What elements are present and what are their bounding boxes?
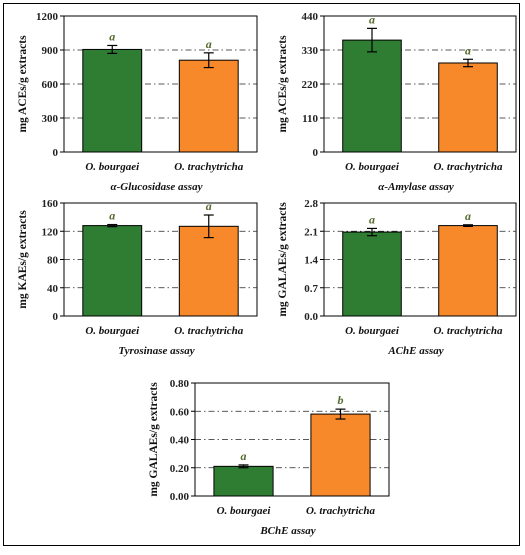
bar xyxy=(82,48,143,153)
x-axis-title: Tyrosinase assay xyxy=(118,345,194,357)
y-axis-label: mg GALAEs/g extracts xyxy=(148,382,160,497)
bar xyxy=(213,465,274,497)
y-tick-label: 40 xyxy=(47,283,59,295)
y-tick-label: 80 xyxy=(47,255,59,267)
bar xyxy=(438,62,498,153)
y-axis-label: mg KAEs/g extracts xyxy=(17,210,29,309)
significance-letter: a xyxy=(109,29,115,43)
y-tick-label: 0 xyxy=(53,147,59,159)
y-tick-label: 2.1 xyxy=(304,226,318,238)
category-label: O. trachytricha xyxy=(174,161,244,173)
significance-letter: a xyxy=(206,37,212,51)
x-axis-title: AChE assay xyxy=(387,345,443,357)
significance-letter: a xyxy=(241,449,247,463)
y-axis-label: mg GALAEs/g extracts xyxy=(277,202,289,317)
category-label: O. trachytricha xyxy=(433,161,503,173)
significance-letter: a xyxy=(109,209,115,223)
chart-ache: 0.0 0.7 1.4 2.1 2.8 mg GALAEs/g extracts a O. b… xyxy=(277,198,517,357)
y-tick-label: 0.0 xyxy=(304,311,318,323)
category-label: O. trachytricha xyxy=(306,505,376,517)
chart-tyrosinase: 0 40 80 120 160 mg KAEs/g extracts a O. bourgae… xyxy=(0,0,262,375)
y-tick-label: 600 xyxy=(42,79,59,91)
y-tick-label: 0 xyxy=(53,311,59,323)
chart-svg: 0 110 220 330 440 mg ACEs/g extracts a O. bourg… xyxy=(277,11,517,193)
chart-svg: 0.0 0.7 1.4 2.1 2.8 mg GALAEs/g extracts a O. b… xyxy=(277,198,517,357)
category-label: O. bourgaei xyxy=(217,505,272,517)
bar xyxy=(310,413,371,497)
x-axis-title: α-Amylase assay xyxy=(378,181,454,193)
category-label: O. trachytricha xyxy=(433,325,503,337)
bar xyxy=(342,39,402,153)
y-tick-label: 120 xyxy=(42,226,59,238)
y-tick-label: 1.4 xyxy=(304,255,318,267)
bar xyxy=(342,231,402,317)
significance-letter: b xyxy=(338,393,344,407)
y-tick-label: 900 xyxy=(42,45,59,57)
y-tick-label: 1200 xyxy=(36,11,59,23)
y-axis-label: mg ACEs/g extracts xyxy=(17,35,29,133)
category-label: O. trachytricha xyxy=(174,325,244,337)
significance-letter: a xyxy=(465,209,471,223)
y-tick-label: 0.60 xyxy=(170,406,190,418)
chart-alpha-glucosidase: 0 300 600 900 1200 mg ACEs/g extracts a O. bour… xyxy=(0,0,262,195)
y-tick-label: 160 xyxy=(42,198,59,210)
category-label: O. bourgaei xyxy=(345,161,400,173)
y-tick-label: 2.8 xyxy=(304,198,318,210)
chart-alpha-amylase: 0 110 220 330 440 mg ACEs/g extracts a O. bourg… xyxy=(0,0,525,195)
bar xyxy=(438,225,498,317)
y-axis-label: mg ACEs/g extracts xyxy=(277,35,289,133)
x-axis-title: α-Glucosidase assay xyxy=(111,181,203,193)
x-axis-title: BChE assay xyxy=(259,525,315,537)
significance-letter: a xyxy=(369,212,375,226)
y-tick-label: 110 xyxy=(302,113,318,125)
chart-svg: 0 300 600 900 1200 mg ACEs/g extracts a O. bour… xyxy=(17,11,258,193)
significance-letter: a xyxy=(369,12,375,26)
figure-frame xyxy=(3,3,520,546)
y-tick-label: 0.40 xyxy=(170,435,190,447)
bar xyxy=(178,225,239,317)
y-tick-label: 440 xyxy=(302,11,319,23)
significance-letter: a xyxy=(206,199,212,213)
y-tick-label: 0.7 xyxy=(304,283,318,295)
chart-svg: 0 40 80 120 160 mg KAEs/g extracts a O. bourgae… xyxy=(17,198,258,357)
y-tick-label: 0.20 xyxy=(170,463,190,475)
y-tick-label: 0.00 xyxy=(170,491,190,503)
y-tick-label: 300 xyxy=(42,113,59,125)
y-tick-label: 0 xyxy=(313,147,319,159)
category-label: O. bourgaei xyxy=(85,161,140,173)
y-tick-label: 330 xyxy=(302,45,319,57)
category-label: O. bourgaei xyxy=(345,325,400,337)
significance-letter: a xyxy=(465,43,471,57)
y-tick-label: 0.80 xyxy=(170,378,190,390)
category-label: O. bourgaei xyxy=(85,325,140,337)
y-tick-label: 220 xyxy=(302,79,319,91)
bar xyxy=(178,59,239,153)
